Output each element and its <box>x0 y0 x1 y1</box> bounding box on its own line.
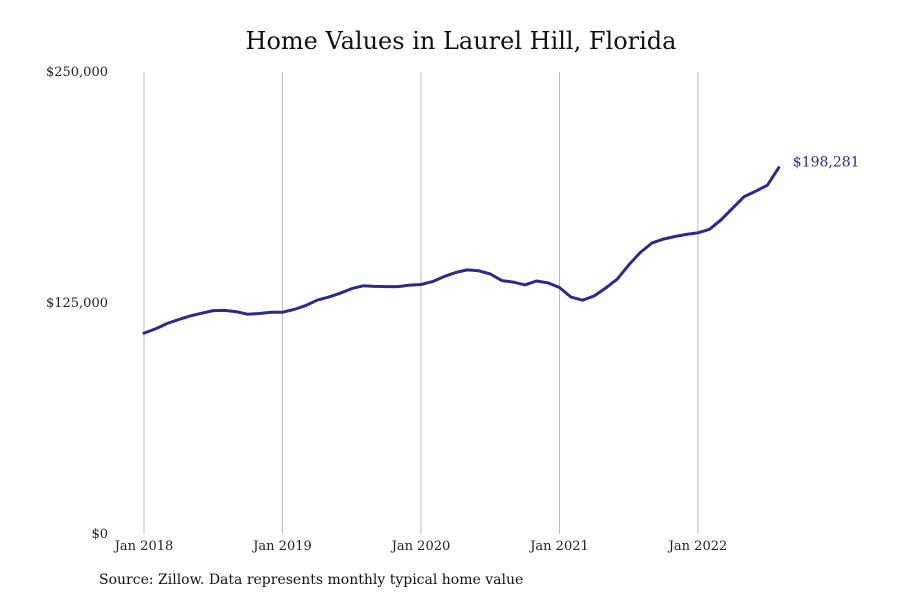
data-point <box>754 190 757 193</box>
data-point <box>235 310 238 313</box>
data-point <box>489 273 492 276</box>
data-point <box>708 228 711 231</box>
data-point <box>685 233 688 236</box>
data-point <box>777 166 780 169</box>
data-point <box>512 281 515 284</box>
x-axis-ticks: Jan 2018 Jan 2019 Jan 2020 Jan 2021 Jan 2022 <box>113 539 728 554</box>
data-point <box>604 287 607 290</box>
data-point <box>373 285 376 288</box>
y-tick-label: $125,000 <box>46 296 108 311</box>
data-point <box>650 242 653 245</box>
data-point <box>766 184 769 187</box>
chart-title: Home Values in Laurel Hill, Florida <box>245 27 677 55</box>
data-point <box>200 312 203 315</box>
data-point <box>177 318 180 321</box>
data-point <box>639 251 642 254</box>
x-tick-label: Jan 2020 <box>390 539 451 554</box>
data-point <box>547 281 550 284</box>
data-point <box>362 284 365 287</box>
data-point <box>258 312 261 315</box>
gridlines <box>143 72 699 534</box>
data-point <box>154 327 157 330</box>
home-value-series-line <box>142 166 781 335</box>
data-point <box>281 311 284 314</box>
data-point <box>350 287 353 290</box>
data-point <box>581 299 584 302</box>
data-point <box>212 309 215 312</box>
data-point <box>396 285 399 288</box>
data-point <box>673 235 676 238</box>
end-value-label: $198,281 <box>793 155 860 171</box>
data-point <box>477 269 480 272</box>
data-point <box>189 314 192 317</box>
data-point <box>627 263 630 266</box>
data-point <box>662 238 665 241</box>
data-point <box>431 280 434 283</box>
data-point <box>593 295 596 298</box>
data-point <box>466 268 469 271</box>
data-points <box>143 166 781 335</box>
data-point <box>616 278 619 281</box>
data-point <box>443 275 446 278</box>
data-point <box>304 304 307 307</box>
y-tick-label: $0 <box>91 527 108 542</box>
data-point <box>697 231 700 234</box>
data-point <box>327 296 330 299</box>
data-point <box>535 280 538 283</box>
data-point <box>166 322 169 325</box>
x-tick-label: Jan 2019 <box>251 539 312 554</box>
data-point <box>385 285 388 288</box>
data-point <box>408 284 411 287</box>
data-point <box>731 207 734 210</box>
x-tick-label: Jan 2022 <box>667 539 728 554</box>
y-tick-label: $250,000 <box>46 65 108 80</box>
data-point <box>743 195 746 198</box>
data-point <box>339 292 342 295</box>
x-tick-label: Jan 2018 <box>113 539 174 554</box>
data-point <box>270 311 273 314</box>
data-point <box>246 313 249 316</box>
data-point <box>223 309 226 312</box>
data-point <box>143 332 146 335</box>
data-point <box>316 299 319 302</box>
data-point <box>558 286 561 289</box>
data-point <box>293 308 296 311</box>
data-point <box>454 271 457 274</box>
data-point <box>570 296 573 299</box>
data-point <box>523 283 526 286</box>
data-point <box>420 283 423 286</box>
source-note: Source: Zillow. Data represents monthly … <box>99 572 524 588</box>
data-point <box>720 218 723 221</box>
x-tick-label: Jan 2021 <box>528 539 589 554</box>
y-axis-ticks: $0 $125,000 $250,000 <box>46 65 108 542</box>
data-point <box>500 279 503 282</box>
